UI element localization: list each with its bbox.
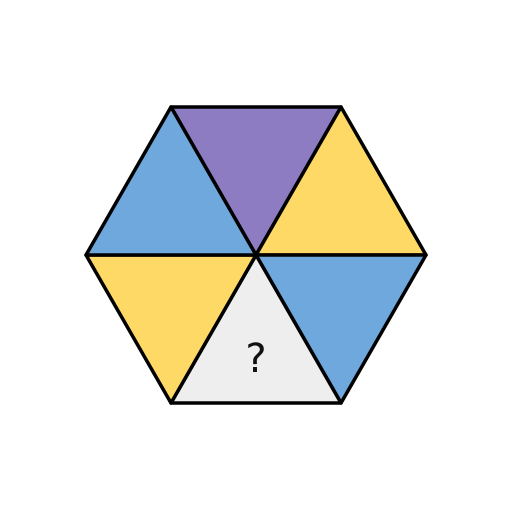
missing-piece-question-mark: ? — [245, 336, 266, 382]
triangle-upper-left — [84, 105, 258, 257]
